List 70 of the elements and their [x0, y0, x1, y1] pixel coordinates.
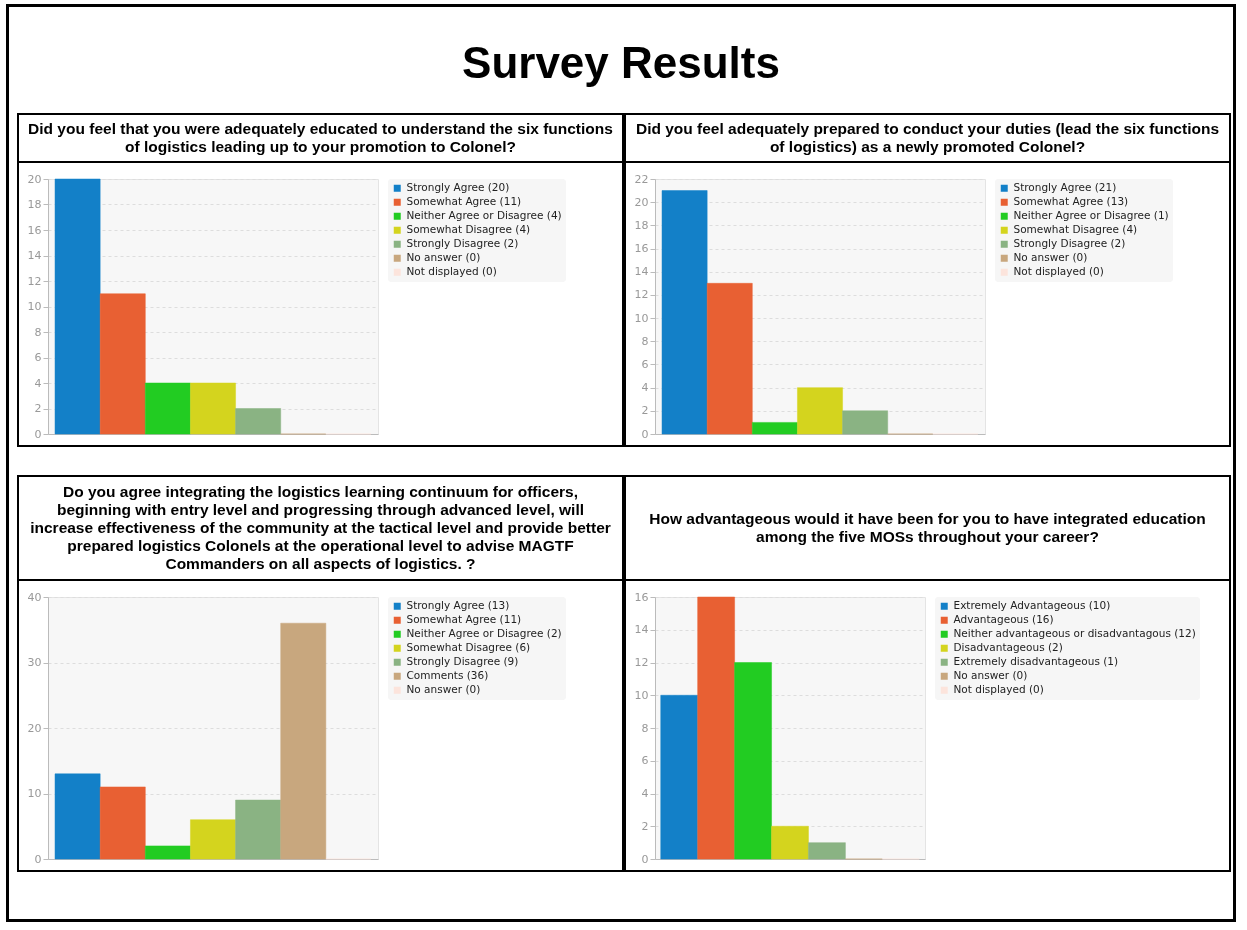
y-tick-label: 0	[34, 427, 42, 441]
y-tick-label: 16	[634, 590, 649, 604]
legend-label: Somewhat Agree (11)	[406, 195, 522, 208]
legend-label: Comments (36)	[406, 669, 489, 682]
y-tick-label: 10	[27, 300, 42, 313]
y-tick-label: 8	[641, 334, 649, 348]
legend-label: Extremely Advantageous (10)	[953, 599, 1111, 612]
y-tick-label: 16	[27, 223, 42, 237]
y-tick-label: 20	[27, 172, 42, 186]
legend-label: Neither Agree or Disagree (1)	[1013, 209, 1169, 222]
y-tick-label: 8	[641, 721, 649, 735]
legend-label: Somewhat Agree (13)	[1013, 195, 1129, 208]
legend-label: No answer (0)	[406, 683, 481, 696]
y-tick-label: 20	[27, 721, 42, 735]
y-tick-label: 18	[634, 218, 649, 232]
legend-label: Strongly Disagree (9)	[406, 655, 519, 668]
y-tick-label: 30	[27, 656, 42, 669]
y-tick-label: 2	[641, 404, 649, 418]
y-tick-label: 2	[34, 402, 42, 415]
y-tick-label: 6	[641, 754, 649, 768]
y-tick-label: 0	[641, 427, 649, 441]
legend-label: Strongly Agree (21)	[1013, 181, 1117, 194]
legend-label: Strongly Agree (20)	[406, 181, 510, 194]
legend-label: Somewhat Disagree (4)	[1013, 223, 1138, 236]
y-tick-label: 6	[34, 351, 42, 364]
y-tick-label: 12	[634, 288, 649, 302]
legend-label: Strongly Disagree (2)	[1013, 237, 1126, 250]
y-tick-label: 12	[634, 656, 649, 669]
y-tick-label: 10	[634, 311, 649, 325]
legend-label: Somewhat Disagree (6)	[406, 641, 531, 654]
chart-title: How advantageous would it have been for you to have integrated education among the five MOSs throughout your career?	[626, 477, 1229, 581]
y-tick-label: 40	[27, 590, 42, 604]
y-tick-label: 20	[634, 195, 649, 209]
legend-label: Strongly Agree (13)	[406, 599, 510, 612]
legend-label: No answer (0)	[953, 669, 1028, 682]
legend-label: Neither Agree or Disagree (4)	[406, 209, 562, 222]
y-tick-label: 22	[634, 172, 649, 186]
legend-label: No answer (0)	[406, 251, 481, 264]
legend-label: Somewhat Agree (11)	[406, 613, 522, 626]
y-tick-label: 14	[27, 249, 42, 262]
y-tick-label: 12	[27, 274, 42, 288]
y-tick-label: 14	[634, 623, 649, 637]
y-tick-label: 14	[634, 265, 649, 279]
chart-title: Did you feel adequately prepared to conduct your duties (lead the six functions of logistics) as a newly promoted Colonel?	[626, 115, 1229, 163]
y-tick-label: 8	[34, 325, 42, 339]
text: Survey Results	[461, 37, 781, 89]
chart-title: Did you feel that you were adequately educated to understand the six functions of logistics leading up to your promotion to Colonel?	[19, 115, 622, 163]
legend-label: Not displayed (0)	[953, 683, 1044, 696]
y-tick-label: 6	[641, 357, 649, 371]
legend-label: Strongly Disagree (2)	[406, 237, 519, 250]
y-tick-label: 0	[34, 852, 42, 866]
legend-label: Somewhat Disagree (4)	[406, 223, 531, 236]
legend-label: Extremely disadvantageous (1)	[953, 655, 1119, 668]
legend-label: No answer (0)	[1013, 251, 1088, 264]
legend-label: Not displayed (0)	[1013, 265, 1104, 278]
y-tick-label: 16	[634, 242, 649, 256]
legend-label: Neither Agree or Disagree (2)	[406, 627, 562, 640]
legend-label: Advantageous (16)	[953, 613, 1054, 626]
y-tick-label: 10	[634, 688, 649, 702]
legend-label: Neither advantageous or disadvantagous (12)	[953, 627, 1196, 640]
y-tick-label: 18	[27, 198, 42, 211]
y-tick-label: 10	[27, 787, 42, 800]
y-tick-label: 4	[641, 787, 649, 800]
chart-title: Do you agree integrating the logistics learning continuum for officers, beginning with entry level and progressing through advanced level, will increase effectiveness of the community at the tactical level and provide better prepared logistics Colonels at the operational level to advise MAGTF Commanders on all aspects of logistics. ?	[19, 477, 622, 581]
y-tick-label: 2	[641, 819, 649, 833]
y-tick-label: 0	[641, 852, 649, 866]
legend-label: Not displayed (0)	[406, 265, 497, 278]
y-tick-label: 4	[34, 376, 42, 390]
legend-label: Disadvantageous (2)	[953, 641, 1063, 654]
y-tick-label: 4	[641, 381, 649, 395]
